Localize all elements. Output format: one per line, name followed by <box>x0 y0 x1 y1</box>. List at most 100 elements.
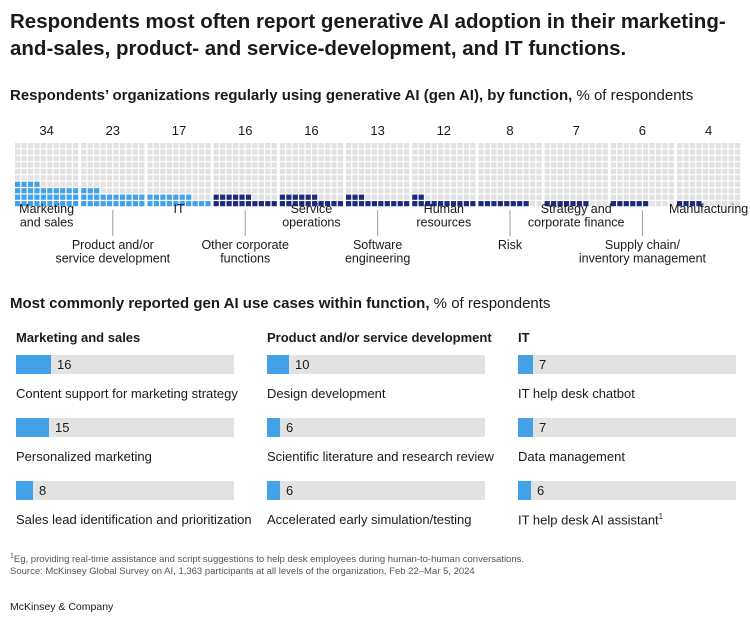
waffle-cell-filled <box>113 194 119 200</box>
waffle-cell-empty <box>53 162 59 168</box>
waffle-cell-empty <box>391 168 397 174</box>
waffle-cell-empty <box>286 168 292 174</box>
waffle-label-line: service development <box>55 252 170 266</box>
waffle-cell-empty <box>630 175 636 181</box>
usecase-label: Personalized marketing <box>16 449 152 464</box>
waffle-cell-empty <box>491 143 497 149</box>
waffle-cell-filled <box>352 194 358 200</box>
waffle-cell-empty <box>258 188 264 194</box>
waffle-cell-empty <box>649 201 655 207</box>
waffle-cell-empty <box>132 175 138 181</box>
waffle-value: 8 <box>506 123 513 138</box>
waffle-cell-empty <box>702 188 708 194</box>
waffle-cell-empty <box>649 188 655 194</box>
waffle-cell-empty <box>312 162 318 168</box>
waffle-cell-filled <box>60 201 66 207</box>
waffle-cell-empty <box>337 181 344 187</box>
waffle-cell-empty <box>160 168 166 174</box>
waffle-cell-empty <box>66 175 72 181</box>
waffle-group: 6 Supply chain/inventory management <box>579 123 707 266</box>
waffle-cell-empty <box>617 155 623 162</box>
waffle-cell-empty <box>371 143 377 149</box>
waffle-cell-empty <box>166 175 172 181</box>
waffle-cell-empty <box>683 168 689 174</box>
waffle-cell-empty <box>318 143 324 149</box>
waffle-cell-empty <box>312 175 318 181</box>
waffle-cell-empty <box>715 155 721 162</box>
waffle-cell-empty <box>596 143 602 149</box>
waffle-cell-empty <box>438 175 444 181</box>
waffle-cell-empty <box>166 188 172 194</box>
waffle-cell-filled <box>226 194 232 200</box>
waffle-cell-empty <box>557 149 563 155</box>
waffle-cell-empty <box>431 149 437 155</box>
waffle-cell-empty <box>397 155 403 162</box>
waffle-cell-empty <box>107 149 113 155</box>
waffle-cell-empty <box>497 188 503 194</box>
waffle-cell-empty <box>655 194 662 200</box>
usecase-label: Data management <box>518 449 625 464</box>
waffle-cell-empty <box>318 155 324 162</box>
waffle-cell-empty <box>722 168 728 174</box>
waffle-cell-filled <box>324 201 331 207</box>
waffle-cell-empty <box>412 149 418 155</box>
waffle-cell-empty <box>147 149 153 155</box>
waffle-cell-empty <box>220 162 226 168</box>
waffle-cell-empty <box>689 149 696 155</box>
usecase-value: 8 <box>39 483 47 498</box>
waffle-cell-filled <box>179 201 185 207</box>
waffle-cell-empty <box>636 149 642 155</box>
waffle-cell-empty <box>536 155 542 162</box>
waffle-cell-empty <box>40 155 46 162</box>
usecase-label-text: IT help desk AI assistant <box>518 512 659 528</box>
waffle-cell-empty <box>649 175 655 181</box>
waffle-cell-empty <box>709 175 715 181</box>
waffle-cell-empty <box>425 194 431 200</box>
waffle-cell-empty <box>119 143 126 149</box>
waffle-cell-empty <box>715 143 721 149</box>
waffle-cell-empty <box>563 188 570 194</box>
waffle-cell-empty <box>702 143 708 149</box>
waffle-cell-empty <box>702 175 708 181</box>
footnote-marker: 1 <box>10 553 14 560</box>
waffle-cell-filled <box>220 194 226 200</box>
waffle-cell-empty <box>517 143 523 149</box>
waffle-cell-empty <box>677 149 683 155</box>
waffle-cell-empty <box>232 188 239 194</box>
waffle-cell-empty <box>324 143 331 149</box>
waffle-cell-empty <box>252 162 258 168</box>
waffle-subtitle-unit: % of respondents <box>572 87 694 104</box>
waffle-cell-empty <box>602 155 608 162</box>
waffle-cell-empty <box>213 162 219 168</box>
waffle-cell-empty <box>425 143 431 149</box>
waffle-cell-empty <box>107 162 113 168</box>
waffle-cell-empty <box>643 143 649 149</box>
usecase-bar <box>267 418 280 437</box>
waffle-cell-empty <box>570 181 576 187</box>
waffle-cell-empty <box>199 162 205 168</box>
waffle-cell-empty <box>491 188 497 194</box>
waffle-cell-filled <box>630 201 636 207</box>
waffle-cell-empty <box>352 143 358 149</box>
waffle-cell-empty <box>205 143 211 149</box>
waffle-cell-filled <box>346 201 352 207</box>
waffle-cell-empty <box>491 149 497 155</box>
waffle-cell-empty <box>305 181 311 187</box>
waffle-cell-empty <box>702 168 708 174</box>
waffle-cell-empty <box>53 143 59 149</box>
waffle-cell-empty <box>113 175 119 181</box>
waffle-cell-empty <box>153 143 160 149</box>
waffle-cell-empty <box>683 162 689 168</box>
waffle-cell-empty <box>491 194 497 200</box>
usecase-label-text: Scientific literature and research revie… <box>267 449 494 464</box>
waffle-cell-empty <box>119 181 126 187</box>
waffle-cell-empty <box>147 162 153 168</box>
waffle-cell-empty <box>722 155 728 162</box>
waffle-cell-empty <box>444 181 450 187</box>
waffle-cell-empty <box>113 188 119 194</box>
waffle-cell-filled <box>418 194 424 200</box>
waffle-cell-empty <box>702 155 708 162</box>
waffle-cell-empty <box>404 181 410 187</box>
waffle-cell-empty <box>602 162 608 168</box>
waffle-cell-empty <box>689 168 696 174</box>
